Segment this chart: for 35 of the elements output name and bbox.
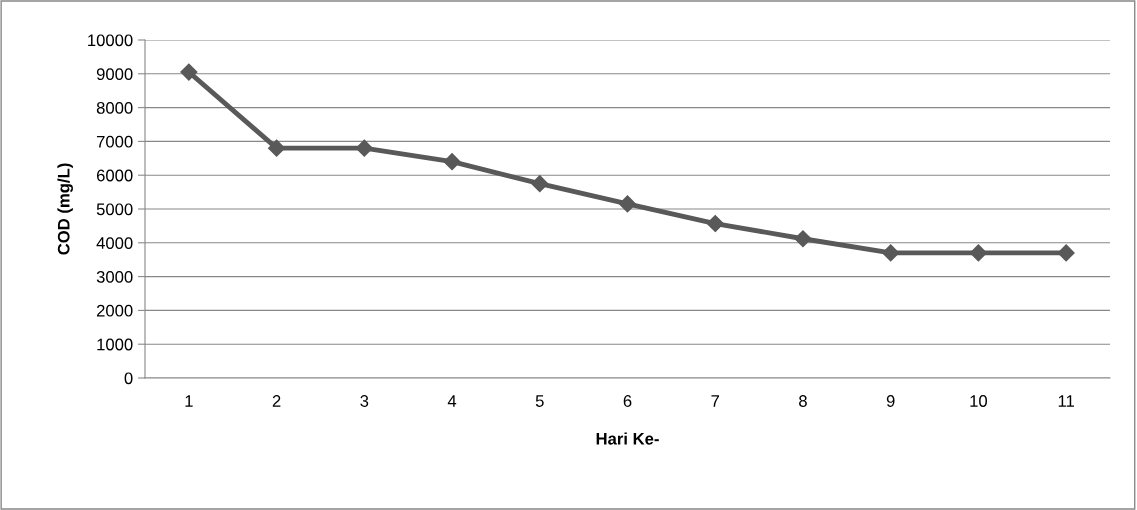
point: [618, 195, 637, 213]
x-tick-label: 9: [886, 395, 895, 407]
y-tick-label: 1000: [97, 338, 133, 351]
point: [355, 139, 373, 157]
x-tick-label: 2: [272, 395, 281, 407]
x-tick-label: 1: [185, 395, 193, 407]
x-axis-title: Hari Ke-: [596, 432, 659, 445]
y-tick-label: 6000: [96, 169, 133, 182]
point: [268, 139, 286, 157]
point: [882, 244, 900, 262]
x-tick-label: 8: [799, 395, 807, 407]
x-tick-label: 5: [535, 395, 544, 407]
point: [969, 244, 987, 262]
point: [443, 153, 461, 171]
x-tick-label: 11: [1058, 395, 1074, 407]
y-tick-label: 5000: [96, 203, 133, 216]
x-tick-label: 3: [360, 395, 369, 407]
y-tick-label: 10000: [88, 34, 133, 47]
point: [794, 230, 812, 248]
y-tick-label: 2000: [96, 304, 133, 317]
point: [531, 175, 549, 193]
point: [706, 214, 724, 233]
y-axis-title: COD (mg/L): [57, 163, 73, 255]
point: [180, 63, 198, 81]
x-tick-label: 10: [970, 395, 988, 407]
y-tick-label: 7000: [96, 135, 133, 148]
x-tick-label: 6: [623, 395, 632, 407]
y-tick-label: 4000: [96, 237, 133, 249]
x-tick-label: 4: [447, 395, 457, 407]
y-tick-label: 9000: [96, 68, 133, 80]
y-tick-label: 8000: [96, 102, 133, 114]
point: [1057, 244, 1075, 262]
y-tick-label: 3000: [96, 271, 133, 283]
y-tick-label: 0: [124, 372, 133, 385]
x-tick-label: 7: [711, 395, 720, 407]
